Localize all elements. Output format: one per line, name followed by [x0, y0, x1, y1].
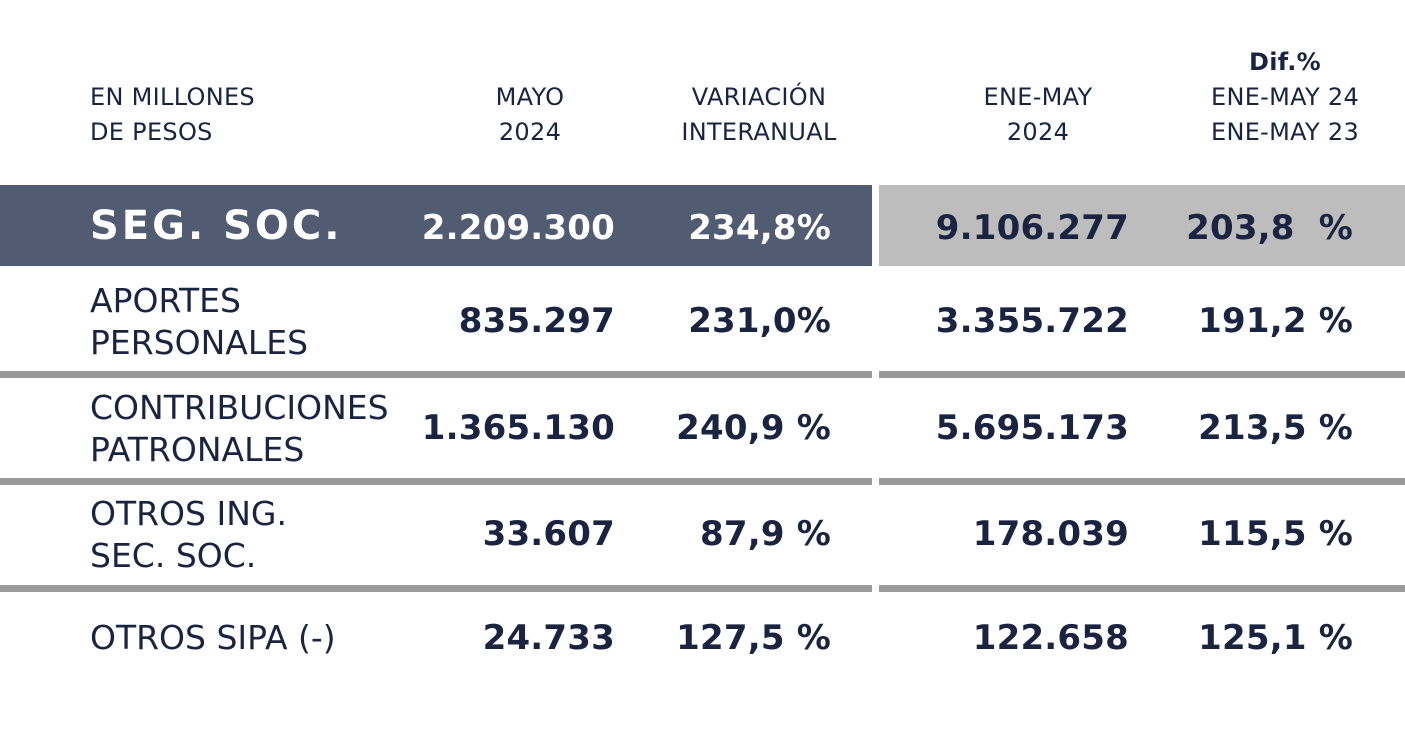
highlight-band-right: [879, 185, 1405, 266]
row-divider: [0, 585, 872, 592]
header-col2-line1: VARIACIÓN: [691, 83, 827, 111]
row-contribuciones-label-line1: CONTRIBUCIONES: [90, 388, 389, 427]
row-contribuciones-var: 240,9 %: [676, 408, 831, 448]
row-divider: [0, 478, 872, 485]
row-otros-sipa-label-line1: OTROS SIPA (-): [90, 618, 336, 657]
row-contribuciones-mayo: 1.365.130: [421, 408, 615, 448]
row-aportes-var: 231,0%: [688, 301, 831, 341]
row-otros-ing-dif: 115,5 %: [1198, 514, 1353, 554]
row-seg-soc-var: 234,8%: [688, 208, 831, 248]
header-col4-line3: ENE-MAY 23: [1210, 118, 1360, 146]
row-otros-sipa-mayo: 24.733: [482, 618, 615, 658]
row-seg-soc-mayo: 2.209.300: [421, 208, 615, 248]
header-label-line1: EN MILLONES: [90, 83, 255, 111]
header-label: EN MILLONES DE PESOS: [90, 80, 255, 150]
row-seg-soc-acum: 9.106.277: [935, 208, 1129, 248]
row-divider: [879, 478, 1405, 485]
header-label-line2: DE PESOS: [90, 118, 213, 146]
row-contribuciones-label: CONTRIBUCIONES PATRONALES: [90, 387, 389, 471]
row-otros-ing-label-line2: SEC. SOC.: [90, 536, 257, 575]
header-col1-line2: 2024: [498, 118, 562, 146]
highlight-band-left: [0, 185, 872, 266]
row-otros-ing-var: 87,9 %: [700, 514, 831, 554]
row-aportes-label-line2: PERSONALES: [90, 323, 309, 362]
row-otros-sipa-var: 127,5 %: [676, 618, 831, 658]
header-mayo-2024: MAYO 2024: [470, 80, 590, 150]
row-aportes-mayo: 835.297: [458, 301, 615, 341]
row-aportes-acum: 3.355.722: [935, 301, 1129, 341]
header-dif: Dif.% ENE-MAY 24 ENE-MAY 23: [1190, 45, 1380, 150]
header-col3-line1: ENE-MAY: [983, 83, 1093, 111]
row-contribuciones-dif: 213,5 %: [1198, 408, 1353, 448]
header-col1-line1: MAYO: [495, 83, 565, 111]
header-col3-line2: 2024: [1006, 118, 1070, 146]
header-col2-line2: INTERANUAL: [681, 118, 837, 146]
row-aportes-label: APORTES PERSONALES: [90, 280, 308, 364]
row-divider: [0, 371, 872, 378]
row-seg-soc-label: SEG. SOC.: [90, 203, 343, 249]
header-ene-may: ENE-MAY 2024: [960, 80, 1116, 150]
row-divider: [879, 371, 1405, 378]
header-variacion: VARIACIÓN INTERANUAL: [660, 80, 858, 150]
row-otros-ing-mayo: 33.607: [482, 514, 615, 554]
header-col4-line2: ENE-MAY 24: [1210, 83, 1360, 111]
row-otros-ing-acum: 178.039: [972, 514, 1129, 554]
row-aportes-label-line1: APORTES: [90, 281, 241, 320]
row-contribuciones-acum: 5.695.173: [935, 408, 1129, 448]
row-seg-soc-dif: 203,8 %: [1186, 208, 1353, 248]
row-otros-sipa-acum: 122.658: [972, 618, 1129, 658]
row-otros-ing-label-line1: OTROS ING.: [90, 494, 287, 533]
row-otros-ing-label: OTROS ING. SEC. SOC.: [90, 493, 287, 577]
row-aportes-dif: 191,2 %: [1198, 301, 1353, 341]
row-otros-sipa-label: OTROS SIPA (-): [90, 617, 336, 659]
header-col4-line1: Dif.%: [1249, 48, 1321, 76]
row-contribuciones-label-line2: PATRONALES: [90, 430, 305, 469]
row-divider: [879, 585, 1405, 592]
row-otros-sipa-dif: 125,1 %: [1198, 618, 1353, 658]
